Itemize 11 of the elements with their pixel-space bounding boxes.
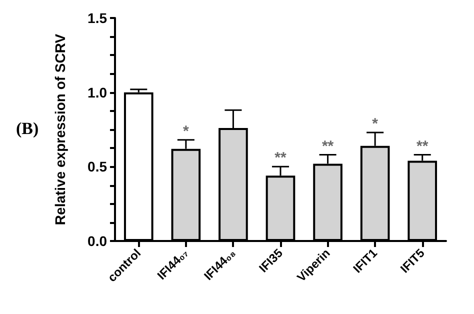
y-tick-label: 0.0 <box>88 233 108 249</box>
y-tick-label: 1.0 <box>88 84 108 100</box>
y-tick-label: 0.5 <box>88 158 108 175</box>
y-axis-title: Relative expression of SCRV <box>52 33 68 226</box>
annotation: ** <box>274 150 286 167</box>
annotation: ** <box>416 138 428 155</box>
text: (B) <box>16 119 39 138</box>
annotation: * <box>372 115 378 132</box>
annotation: ** <box>322 138 334 155</box>
y-tick-label: 1.5 <box>88 10 108 26</box>
annotation: * <box>183 122 190 140</box>
